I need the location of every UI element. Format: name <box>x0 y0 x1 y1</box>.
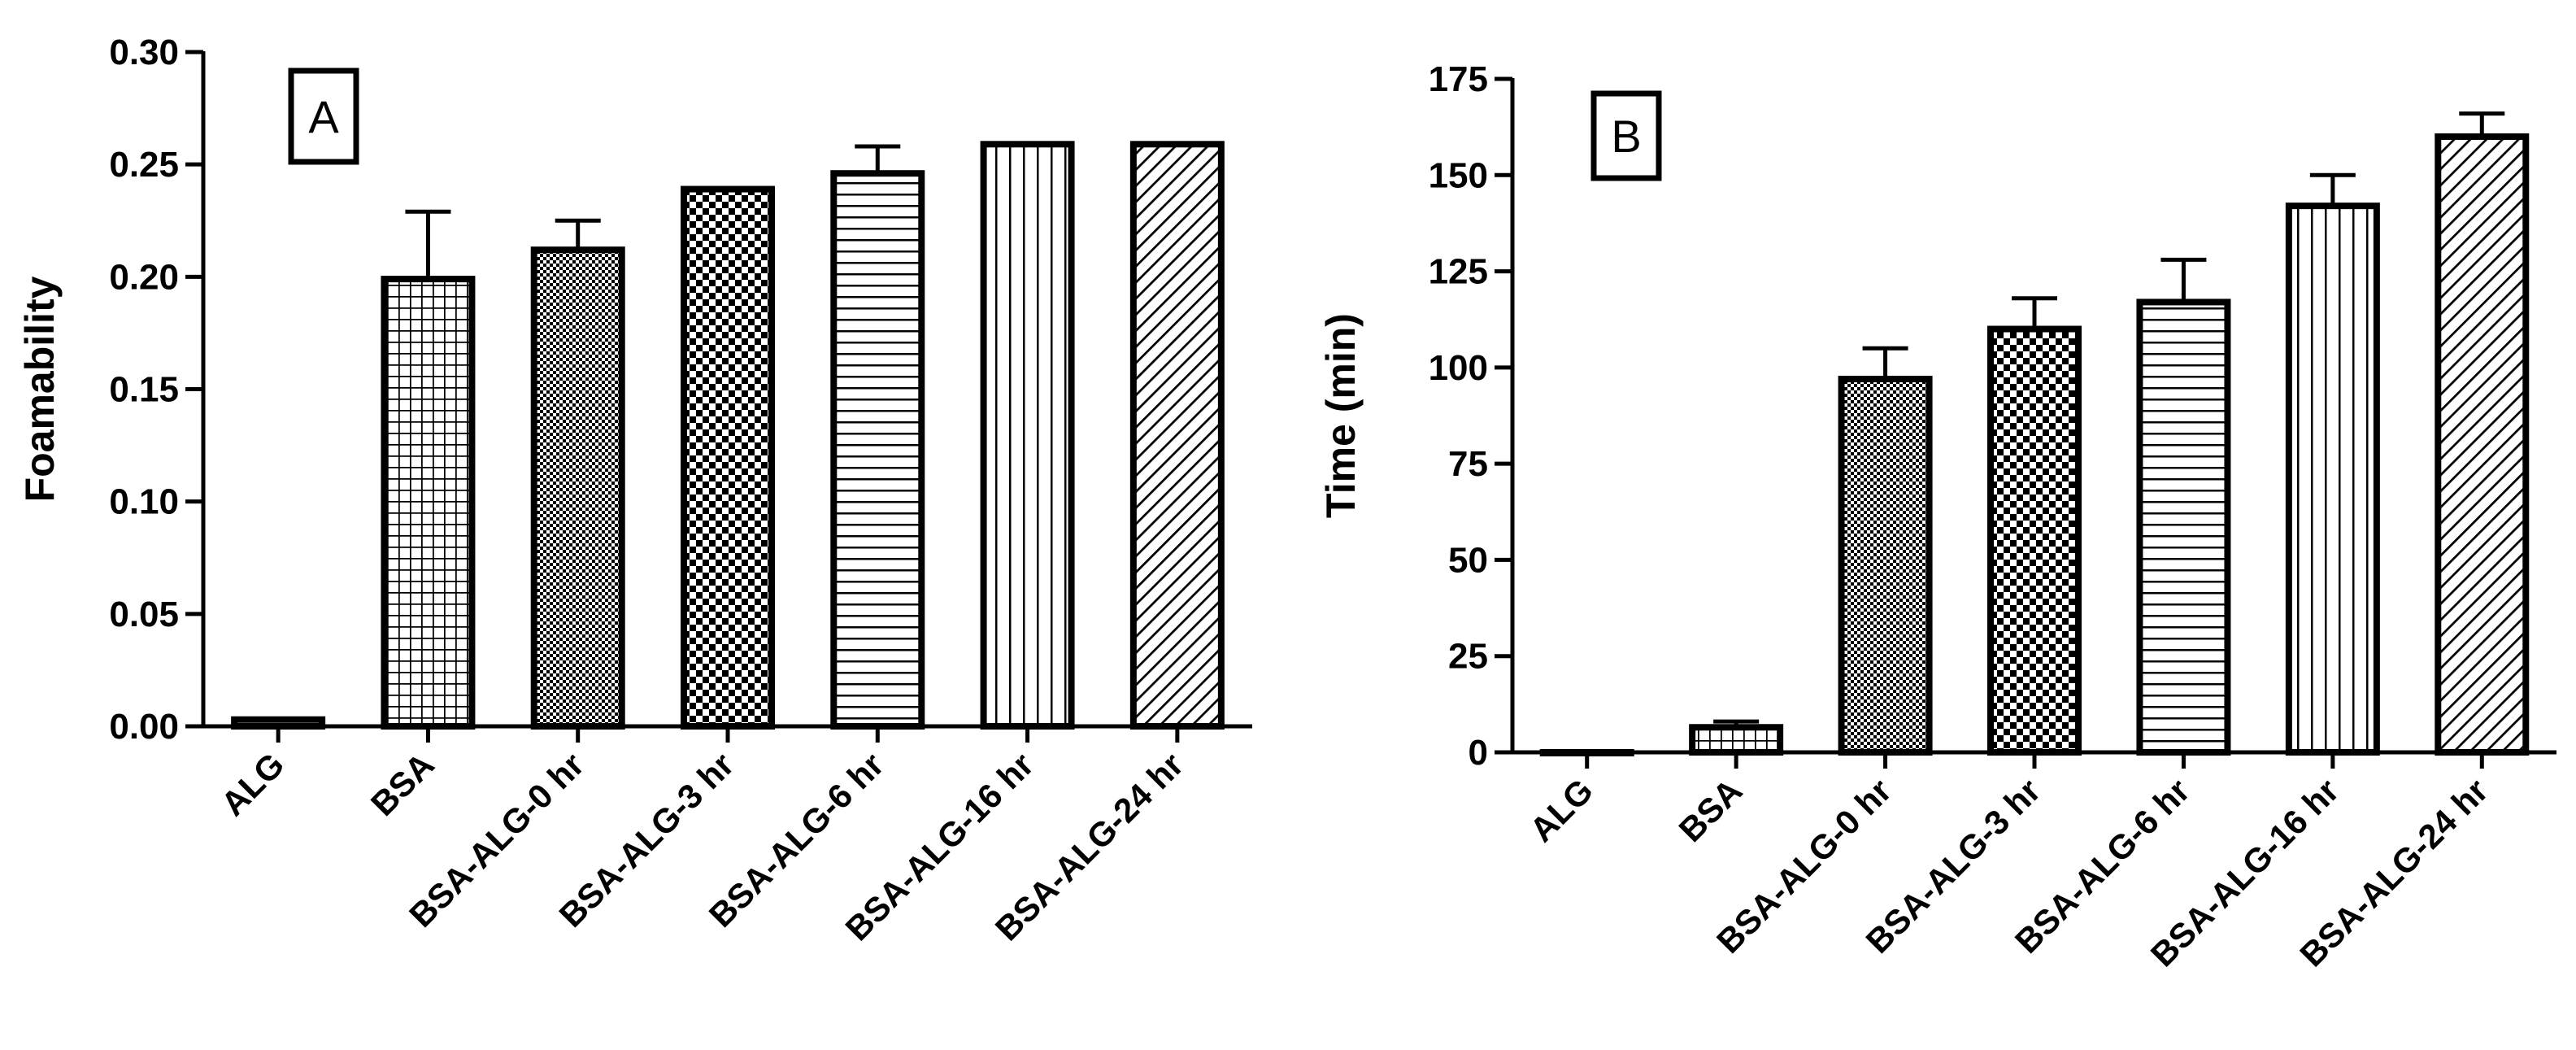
panel-label-box <box>288 68 359 165</box>
bar-bsa-alg-3-hr <box>681 185 775 730</box>
y-tick-label: 0.25 <box>109 145 179 185</box>
bar-bsa-alg-0-hr <box>530 246 625 730</box>
x-tick-label: BSA <box>363 745 442 823</box>
y-tick-label: 75 <box>1448 444 1488 484</box>
bar-bsa-alg-16-hr <box>2285 203 2380 756</box>
bar-bsa-alg-3-hr <box>1987 325 2082 756</box>
y-tick-label: 0.00 <box>109 707 179 747</box>
y-tick-label: 0.05 <box>109 595 179 634</box>
panel-label: A <box>288 68 359 165</box>
panel-label-text: B <box>1611 111 1641 162</box>
bar-bsa-alg-6-hr <box>2136 298 2231 756</box>
panel-label-text: A <box>308 91 339 142</box>
bar-bsa <box>381 276 476 730</box>
bar-bsa-alg-16-hr <box>980 141 1075 730</box>
panel-label-box <box>1590 90 1662 181</box>
chart-panel-a: 0.00 0.05 0.10 0.15 0.20 0.25 0.30 Foamability A… <box>0 0 1288 1046</box>
x-tick-label: BSA <box>1672 771 1750 849</box>
bar-bsa-alg-24-hr <box>1129 141 1225 730</box>
y-tick-label: 100 <box>1429 348 1488 388</box>
y-tick-label: 175 <box>1429 59 1488 99</box>
bar-bsa-alg-0-hr <box>1838 376 1933 756</box>
y-tick-label: 125 <box>1429 252 1488 292</box>
bar-alg <box>231 716 326 730</box>
y-tick-label: 0.20 <box>109 257 179 297</box>
y-tick-label: 0.15 <box>109 370 179 410</box>
y-tick-label: 0.30 <box>109 33 179 72</box>
bar-bsa-alg-6-hr <box>830 170 925 730</box>
bar-bsa <box>1689 724 1784 756</box>
chart-panel-b: 0 25 50 75 100 125 150 175 Time (min) B ALG BSA BSA-… <box>1288 0 2576 1046</box>
y-tick-label: 0 <box>1469 733 1488 773</box>
x-tick-label: ALG <box>214 745 292 823</box>
y-tick-label: 0.10 <box>109 482 179 522</box>
y-tick-label: 150 <box>1429 155 1488 195</box>
y-axis-label: Time (min) <box>1318 313 1364 518</box>
chart-a-svg: 0.00 0.05 0.10 0.15 0.20 0.25 0.30 Foamability A… <box>17 33 1252 948</box>
x-tick-label: ALG <box>1522 771 1600 849</box>
y-axis-label: Foamability <box>17 276 63 502</box>
y-tick-label: 50 <box>1448 540 1488 580</box>
y-tick-label: 25 <box>1448 637 1488 677</box>
bar-bsa-alg-24-hr <box>2435 133 2530 756</box>
panel-label: B <box>1590 90 1662 181</box>
